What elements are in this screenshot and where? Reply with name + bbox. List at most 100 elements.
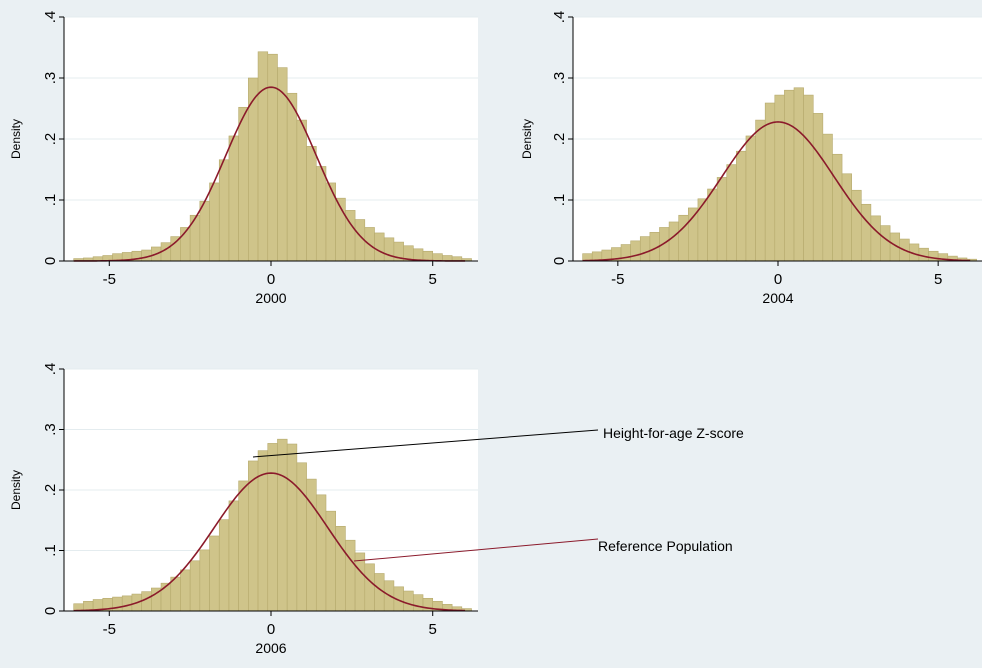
normal-curve [73,472,466,612]
normal-curve [582,121,971,262]
histogram-bar [383,237,395,262]
annotation-hfa-label: Height-for-age Z-score [603,425,744,441]
histogram-bar [755,119,766,262]
histogram-bar [267,443,278,612]
histogram-bar [832,153,843,262]
x-tick-label: -5 [103,621,116,638]
histogram-bar [422,250,434,262]
histogram-bar [199,549,210,612]
y-tick-label: .3 [42,72,59,85]
y-axis-title: Density [9,119,23,159]
y-axis-title: Density [9,470,23,510]
histogram-bar [296,462,307,612]
x-tick-label: 0 [267,271,275,288]
histogram-bar [189,214,201,262]
histogram-bar [335,525,346,612]
histogram-bar [793,87,804,262]
x-tick-label: -5 [103,271,116,288]
histogram-bar [315,166,327,262]
histogram-bar [668,221,680,262]
histogram-bar [918,247,929,262]
histogram-bar [170,576,181,612]
y-tick-label: .2 [551,133,568,146]
x-axis-title: 2004 [762,290,793,306]
histogram-bar [296,119,307,262]
y-tick-label: .4 [551,11,568,24]
histogram-bar [345,539,356,612]
histogram-bar [267,53,278,262]
histogram-bar [228,135,239,262]
histogram-bar [306,146,317,262]
histogram-bar [257,51,269,262]
y-tick-label: .2 [42,133,59,146]
normal-curve [73,86,466,262]
histogram-bar [630,240,641,262]
histogram-bar [841,173,852,262]
x-axis-title: 2000 [255,290,286,306]
histogram-bar [286,443,298,612]
histogram-bar [803,94,814,262]
histogram-bar [639,236,651,262]
x-tick-label: 5 [429,621,437,638]
y-tick-label: 0 [42,257,59,265]
histogram-bar [812,113,824,262]
histogram-bar [218,519,230,612]
x-tick-label: 5 [934,271,942,288]
y-tick-label: .3 [551,72,568,85]
histogram-bar [180,569,191,612]
histogram-bar [678,214,689,262]
histogram-bar [238,480,249,612]
histogram-bar [745,135,756,262]
histogram-bar [189,560,201,612]
y-tick-label: .2 [42,484,59,497]
histogram-bar [403,590,414,612]
histogram-bar [141,591,152,612]
histogram-bar [199,200,210,262]
histogram-bar [286,92,298,262]
annotation-reference-label: Reference Population [598,538,733,554]
x-tick-label: 5 [429,271,437,288]
histogram-bar [870,215,881,262]
histogram-bar [432,253,443,262]
histogram-bar [238,106,249,262]
histogram-bar [228,500,239,612]
y-tick-label: .4 [42,363,59,376]
annotation-line-hfa [252,429,599,458]
panel-2000: 0 .1 .2 .3 .4 -5 0 5 2000 Density [9,11,478,306]
histogram-bar [354,552,366,612]
y-tick-label: .4 [42,11,59,24]
histogram-bar [822,133,833,262]
x-tick-label: 0 [267,621,275,638]
y-tick-label: .1 [42,544,59,557]
x-tick-label: -5 [611,271,624,288]
x-tick-label: 0 [774,271,782,288]
histogram-bar [774,94,785,262]
histogram-bar [659,227,670,262]
panel-2004: 0 .1 .2 .3 .4 -5 0 5 2004 Density [520,11,982,306]
histogram-bar [860,203,872,262]
histogram-bar [716,177,728,262]
histogram-bar [928,250,939,262]
histogram-bar [277,438,288,612]
histogram-bar [170,236,181,262]
histogram-bar [851,189,862,262]
histogram-bar [364,563,375,612]
histogram-bar [413,594,424,612]
y-axis-title: Density [520,119,534,159]
y-tick-label: .3 [42,423,59,436]
y-tick-label: .1 [551,194,568,207]
panel-2006: 0 .1 .2 .3 .4 -5 0 5 2006 Density [9,363,478,656]
histogram-bar [209,182,220,262]
histogram-bar [209,535,220,612]
y-tick-label: 0 [551,257,568,265]
histogram-bar [726,164,737,262]
y-tick-label: .1 [42,194,59,207]
histogram-bar [707,188,718,262]
histogram-bar [121,595,133,612]
histogram-bar [880,225,891,262]
histogram-bar [218,159,230,262]
annotation-line-reference [353,538,599,562]
histogram-bar [784,89,795,262]
histogram-bar [374,232,385,262]
